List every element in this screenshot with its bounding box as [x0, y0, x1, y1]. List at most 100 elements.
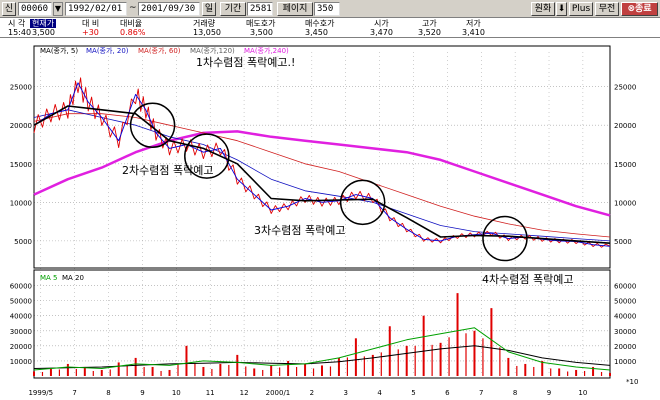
date-tick-label: 2	[310, 389, 314, 397]
page-label: 페이지	[277, 2, 313, 16]
price-tick-label-left: 25000	[10, 84, 32, 92]
chart-series	[33, 77, 611, 376]
legend-vol-ma5: MA 5	[40, 274, 58, 282]
date-tick-label: 6	[445, 389, 450, 397]
volume-legend: MA 5 MA 20	[40, 274, 84, 282]
quote-header: 시가	[374, 19, 389, 28]
volume-tick-label-right: 10000	[614, 358, 636, 366]
volume-tick-label-left: 20000	[10, 343, 32, 351]
won-button[interactable]: 원화	[531, 2, 555, 16]
date-tick-label: 10	[172, 389, 181, 397]
mujeon-button[interactable]: 무전	[595, 2, 619, 16]
price-tick-label-right: 10000	[614, 199, 636, 207]
price-tick-label-left: 15000	[10, 161, 32, 169]
legend-vol-ma20: MA 20	[62, 274, 84, 282]
volume-tick-label-left: 10000	[10, 358, 32, 366]
convergence-circle	[129, 102, 176, 148]
date-tick-label: 5	[411, 389, 415, 397]
quote-value-change: +30	[82, 28, 99, 37]
chart-frames	[33, 45, 611, 379]
quote-value-high: 3,520	[418, 28, 441, 37]
period-label: 기간	[220, 2, 246, 16]
quote-value-volume: 13,050	[193, 28, 221, 37]
ma5-line	[33, 105, 611, 244]
close-button[interactable]: ⊗종료	[621, 2, 658, 16]
download-icon[interactable]: ⬇	[556, 2, 567, 16]
stock-code-input[interactable]: 00060	[18, 2, 52, 16]
volume-unit-label: *10	[626, 378, 638, 386]
date-tick-label: 4	[377, 389, 382, 397]
annotation-3: 3차수렴점 폭락예고	[254, 224, 345, 237]
date-tick-label: 10	[578, 389, 587, 397]
date-tick-label: 9	[547, 389, 551, 397]
volume-tick-label-left: 60000	[10, 283, 32, 291]
page-input[interactable]: 350	[314, 2, 340, 16]
quote-value-price: 3,500	[32, 28, 55, 37]
date-tick-label: 7	[479, 389, 483, 397]
volume-tick-label-right: 40000	[614, 313, 636, 321]
volume-ma5-line	[33, 327, 611, 371]
chart-background	[0, 38, 660, 400]
convergence-circle	[184, 133, 230, 179]
volume-tick-label-right: 30000	[614, 328, 636, 336]
price-tick-label-left: 5000	[14, 238, 32, 246]
plus-button[interactable]: Plus	[569, 2, 593, 16]
price-tick-label-right: 25000	[614, 84, 636, 92]
chart-annotations: 1차수렴점 폭락예고.! 2차수렴점 폭락예고 3차수렴점 폭락예고 4차수렴점…	[122, 56, 573, 286]
period-input[interactable]: 2581	[247, 2, 273, 16]
price-tick-label-right: 15000	[614, 161, 636, 169]
quote-value-ask: 3,500	[250, 28, 273, 37]
ma240-line	[33, 130, 611, 217]
date-tick-label: 7	[72, 389, 76, 397]
legend-ma120: MA(종가,120)	[190, 46, 235, 55]
price-line-down	[33, 82, 611, 247]
volume-tick-label-right: 60000	[614, 283, 636, 291]
date-tick-label: 8	[513, 389, 517, 397]
volume-tick-label-left: 30000	[10, 328, 32, 336]
start-date-input[interactable]: 1992/02/01	[65, 2, 127, 16]
date-tick-label: 9	[140, 389, 144, 397]
end-date-input[interactable]: 2001/09/30	[138, 2, 200, 16]
legend-ma60: MA(종가, 60)	[138, 46, 181, 55]
ma-legend: MA(종가, 5) MA(종가, 20) MA(종가, 60) MA(종가,12…	[40, 46, 289, 55]
quote-header: 저가	[466, 19, 481, 28]
date-tick-label: 1999/5	[28, 389, 53, 397]
code-dropdown-icon[interactable]: ▼	[53, 2, 63, 16]
date-tick-label: 11	[206, 389, 215, 397]
quote-value-low: 3,410	[462, 28, 485, 37]
quote-header: 고가	[422, 19, 437, 28]
date-tick-label: 3	[343, 389, 347, 397]
legend-ma5: MA(종가, 5)	[40, 46, 78, 55]
date-tick-label: 2000/1	[266, 389, 291, 397]
quote-value-change-rate: 0.86%	[120, 28, 146, 37]
convergence-circle	[339, 179, 386, 226]
volume-ma20-line	[33, 345, 611, 369]
volume-tick-label-right: 20000	[614, 343, 636, 351]
close-icon: ⊗	[627, 4, 635, 14]
price-tick-label-left: 10000	[10, 199, 32, 207]
quote-header: 시 각	[8, 19, 26, 28]
date-axis: 1999/5 7 8 9 10 11 12 2000/1 2 3 4 5 6 7 8 9 10	[28, 389, 587, 397]
quote-header: 현재가	[30, 19, 57, 28]
date-separator: ~	[129, 3, 137, 13]
annotation-1: 1차수렴점 폭락예고.!	[196, 56, 295, 69]
period-unit-button[interactable]: 일	[202, 2, 216, 16]
price-line-up	[33, 77, 611, 248]
quote-header: 매수호가	[305, 19, 335, 28]
volume-tick-label-left: 40000	[10, 313, 32, 321]
annotation-4: 4차수렴점 폭락예고	[482, 273, 573, 286]
date-tick-label: 12	[240, 389, 249, 397]
annotation-2: 2차수렴점 폭락예고	[122, 164, 213, 177]
quote-header: 매도호가	[246, 19, 276, 28]
convergence-circle	[482, 215, 528, 262]
convergence-circles	[129, 102, 528, 262]
price-tick-label-right: 20000	[614, 122, 636, 130]
price-tick-label-left: 20000	[10, 122, 32, 130]
price-axis: 5000 5000 10000 10000 15000 15000 20000 20000 25…	[10, 84, 637, 246]
date-tick-label: 8	[106, 389, 110, 397]
new-button[interactable]: 신	[2, 2, 16, 16]
quote-header: 거래량	[193, 19, 216, 28]
quote-header: 대 비	[82, 19, 100, 28]
legend-ma20: MA(종가, 20)	[86, 46, 129, 55]
